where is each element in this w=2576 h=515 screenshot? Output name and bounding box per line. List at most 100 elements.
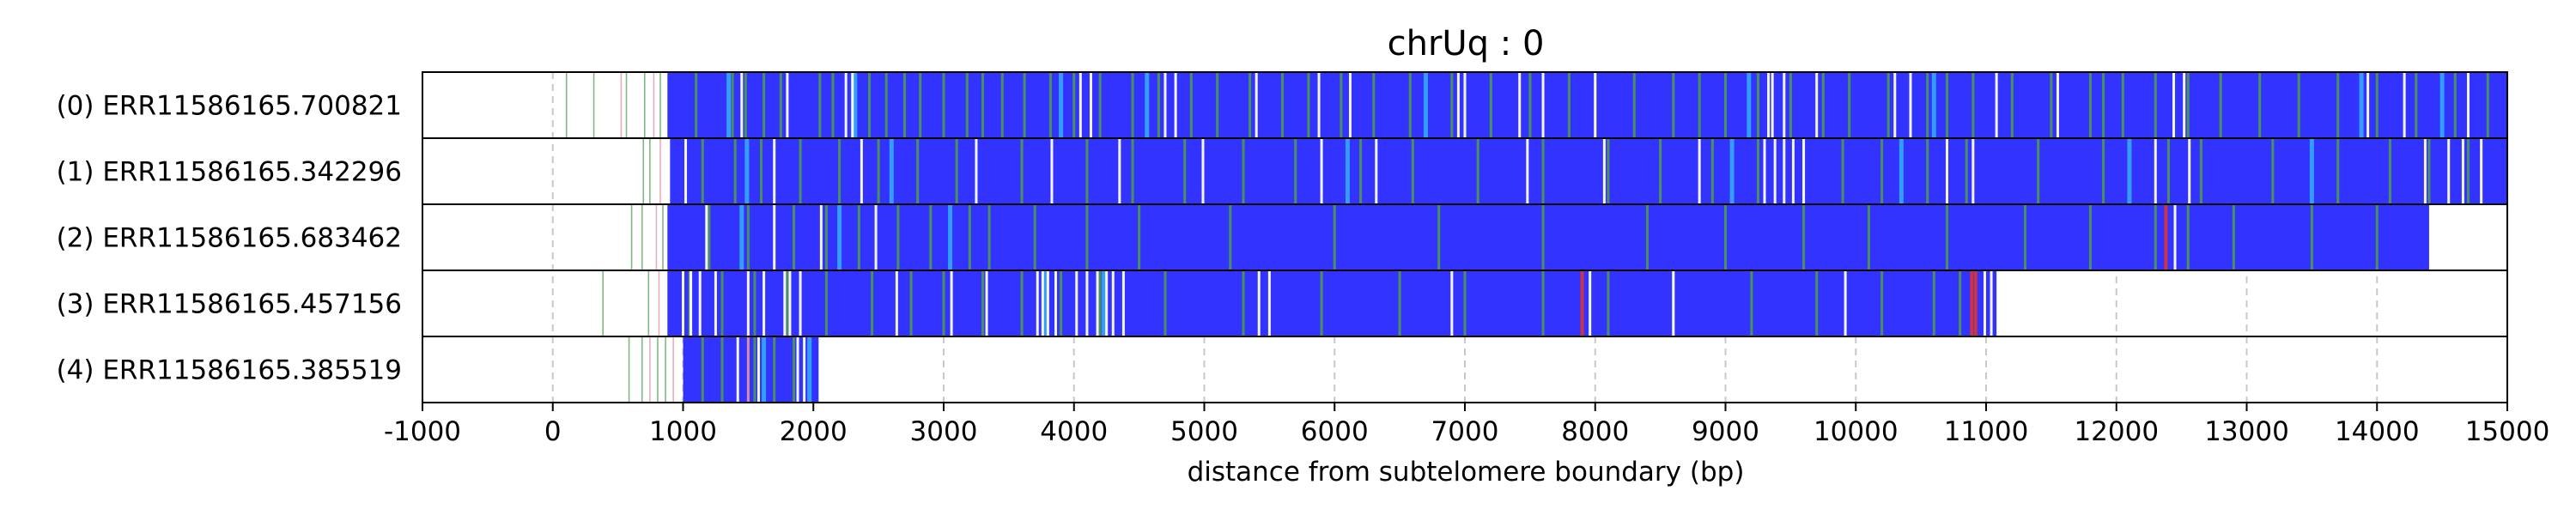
gap-stripe — [1078, 72, 1082, 138]
gap-stripe — [1783, 72, 1786, 138]
gap-stripe — [1036, 270, 1039, 336]
variant-stripe-green — [824, 270, 828, 336]
variant-stripe-green — [1033, 204, 1036, 270]
variant-stripe-green — [857, 204, 860, 270]
gap-stripe — [803, 336, 806, 403]
variant-stripe-green — [2427, 138, 2431, 204]
variant-stripe-cyan — [1747, 72, 1752, 138]
gap-stripe — [1463, 72, 1467, 138]
variant-stripe-green — [968, 204, 971, 270]
variant-stripe-green — [1848, 72, 1851, 138]
pre-repeat-mark — [653, 72, 655, 138]
variant-stripe-green — [2453, 72, 2457, 138]
x-tick-label: 8000 — [1561, 416, 1629, 447]
variant-stripe-green — [1926, 138, 1929, 204]
variant-stripe-green — [1756, 72, 1759, 138]
variant-stripe-cyan — [762, 336, 767, 403]
variant-stripe-green — [2388, 138, 2391, 204]
x-axis-label: distance from subtelomere boundary (bp) — [1188, 457, 1745, 488]
pre-repeat-mark — [641, 336, 643, 403]
variant-stripe-green — [1821, 72, 1825, 138]
variant-stripe-green — [1138, 204, 1141, 270]
variant-stripe-cyan — [1059, 72, 1064, 138]
x-tick-label: 13000 — [2204, 416, 2289, 447]
variant-stripe-green — [1541, 270, 1545, 336]
variant-stripe-cyan — [1899, 138, 1904, 204]
gap-stripe — [788, 270, 792, 336]
gap-stripe — [1348, 72, 1352, 138]
gap-stripe — [1201, 138, 1205, 204]
variant-stripe-cyan — [1931, 72, 1936, 138]
variant-stripe-green — [884, 72, 888, 138]
variant-stripe-green — [2375, 72, 2379, 138]
variant-stripe-cyan — [853, 72, 858, 138]
variant-stripe-green — [1398, 270, 1401, 336]
gap-stripe — [2366, 72, 2370, 138]
variant-stripe-green — [981, 72, 985, 138]
x-tick-label: -1000 — [384, 416, 461, 447]
pre-repeat-mark — [655, 204, 658, 270]
variant-stripe-green — [896, 204, 900, 270]
variant-stripe-cyan — [726, 72, 732, 138]
variant-stripe-red — [1580, 270, 1584, 336]
variant-stripe-green — [1060, 270, 1063, 336]
gap-stripe — [1041, 270, 1044, 336]
variant-stripe-green — [1607, 138, 1610, 204]
gap-stripe — [740, 72, 744, 138]
pre-repeat-mark — [565, 72, 568, 138]
gap-stripe — [698, 270, 702, 336]
variant-stripe-green — [1216, 72, 1219, 138]
pre-repeat-mark — [659, 72, 661, 138]
variant-stripe-green — [1085, 138, 1089, 204]
variant-stripe-green — [1281, 72, 1285, 138]
variant-stripe-green — [1320, 270, 1323, 336]
variant-stripe-green — [1965, 138, 1968, 204]
variant-stripe-green — [2088, 72, 2092, 138]
variant-stripe-green — [2154, 204, 2157, 270]
gap-stripe — [985, 270, 988, 336]
gap-stripe — [1450, 270, 1454, 336]
gap-stripe — [757, 336, 761, 403]
gap-stripe — [2154, 138, 2157, 204]
gap-stripe — [1698, 138, 1701, 204]
variant-stripe-cyan — [1729, 138, 1735, 204]
variant-stripe-green — [1359, 138, 1363, 204]
gap-stripe — [2423, 138, 2427, 204]
read-row: (4) ERR11586165.385519 — [57, 336, 819, 403]
variant-stripe-green — [688, 270, 691, 336]
variant-stripe-green — [708, 204, 711, 270]
read-row: (3) ERR11586165.457156 — [57, 270, 1997, 336]
gap-stripe — [773, 138, 776, 204]
pre-repeat-mark — [649, 138, 651, 204]
variant-stripe-cyan — [1423, 72, 1428, 138]
pre-repeat-mark — [625, 72, 628, 138]
variant-stripe-green — [1294, 138, 1297, 204]
gap-stripe — [1763, 138, 1766, 204]
variant-stripe-green — [1886, 72, 1890, 138]
variant-stripe-red — [2164, 204, 2168, 270]
x-tick-label: 15000 — [2465, 416, 2550, 447]
variant-stripe-green — [1959, 270, 1962, 336]
variant-stripe-green — [733, 138, 737, 204]
gap-stripe — [1050, 138, 1054, 204]
variant-stripe-green — [1333, 204, 1336, 270]
variant-stripe-cyan — [1345, 138, 1350, 204]
pre-repeat-mark — [620, 72, 623, 138]
variant-stripe-green — [1750, 270, 1753, 336]
variant-stripe-green — [1724, 204, 1727, 270]
variant-stripe-cyan — [2127, 138, 2132, 204]
pre-repeat-mark — [649, 336, 651, 403]
read-row: (2) ERR11586165.683462 — [57, 204, 2429, 270]
variant-stripe-green — [1926, 72, 1929, 138]
variant-stripe-cyan — [1042, 270, 1048, 336]
variant-stripe-green — [987, 204, 991, 270]
pre-repeat-mark — [659, 138, 661, 204]
gap-stripe — [1054, 270, 1058, 336]
gap-stripe — [1983, 270, 1986, 336]
variant-stripe-green — [792, 336, 795, 403]
gap-stripe — [773, 204, 776, 270]
variant-stripe-green — [1183, 138, 1187, 204]
variant-stripe-green — [1157, 72, 1160, 138]
variant-stripe-green — [2415, 72, 2418, 138]
variant-stripe-green — [818, 72, 822, 138]
